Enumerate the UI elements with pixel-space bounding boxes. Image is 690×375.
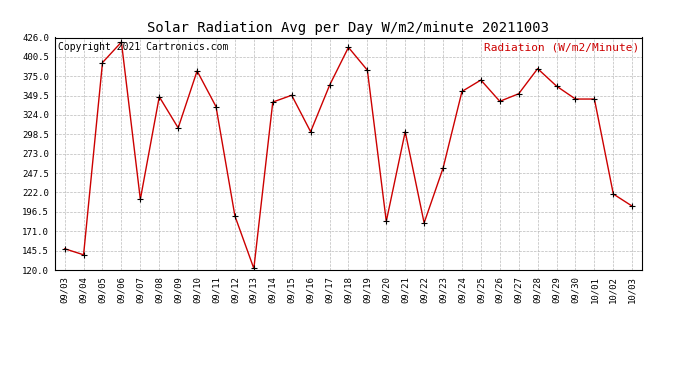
- Text: Copyright 2021 Cartronics.com: Copyright 2021 Cartronics.com: [58, 42, 228, 52]
- Title: Solar Radiation Avg per Day W/m2/minute 20211003: Solar Radiation Avg per Day W/m2/minute …: [148, 21, 549, 35]
- Text: Radiation (W/m2/Minute): Radiation (W/m2/Minute): [484, 42, 639, 52]
